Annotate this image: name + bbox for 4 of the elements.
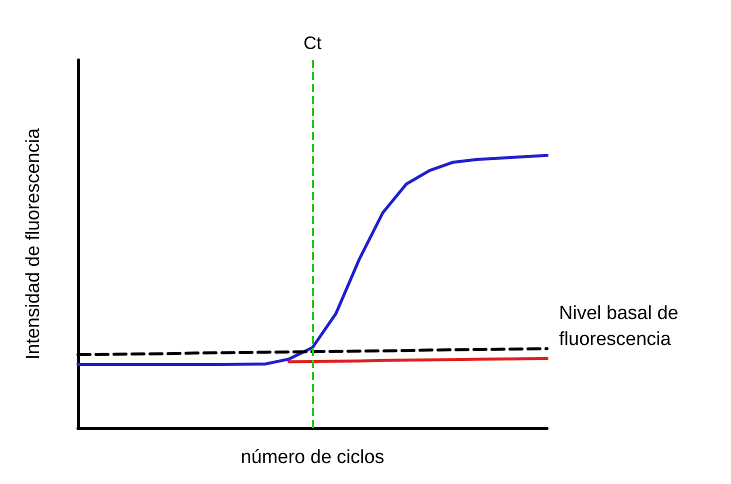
text: Ct xyxy=(304,33,322,53)
text: Nivel basal de fluorescencia xyxy=(559,303,684,350)
x-axis-title: número de ciclos xyxy=(240,447,384,468)
y-axis-title: Intensidad de fluorescencia xyxy=(23,128,44,360)
